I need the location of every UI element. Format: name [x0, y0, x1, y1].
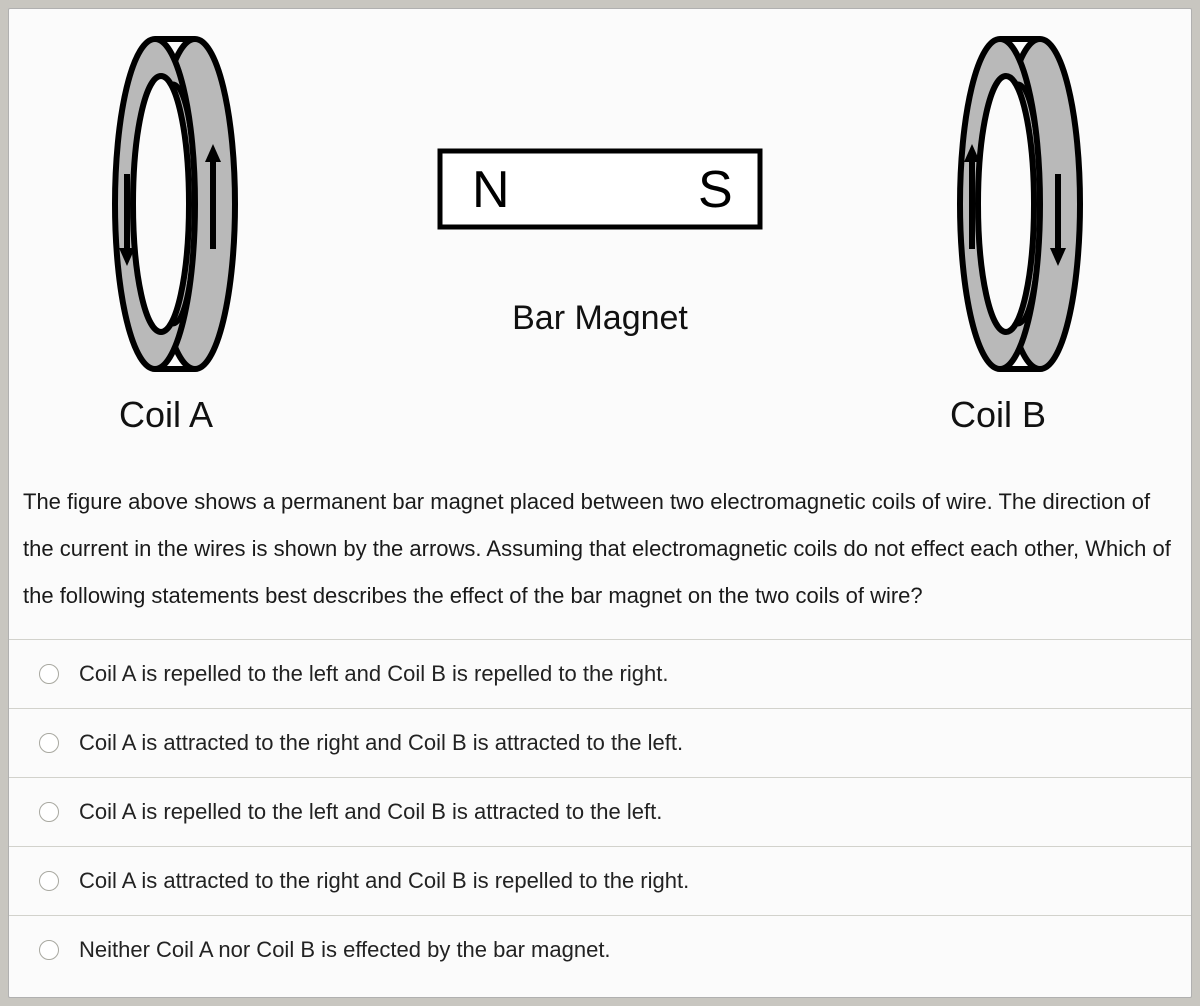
question-panel: N S Coil A Coil B Bar Magnet The figure …: [8, 8, 1192, 998]
coil-a-label: Coil A: [119, 394, 213, 436]
option-row[interactable]: Coil A is repelled to the left and Coil …: [9, 777, 1191, 846]
bar-magnet-label: Bar Magnet: [512, 299, 688, 338]
radio-icon[interactable]: [39, 664, 59, 684]
coil-b-label: Coil B: [950, 394, 1046, 436]
radio-icon[interactable]: [39, 733, 59, 753]
radio-icon[interactable]: [39, 802, 59, 822]
magnet-n-text: N: [472, 161, 510, 219]
radio-icon[interactable]: [39, 940, 59, 960]
option-row[interactable]: Coil A is repelled to the left and Coil …: [9, 639, 1191, 708]
option-label: Coil A is attracted to the right and Coi…: [79, 730, 683, 756]
question-text: The figure above shows a permanent bar m…: [23, 478, 1173, 619]
option-row[interactable]: Coil A is attracted to the right and Coi…: [9, 846, 1191, 915]
option-label: Neither Coil A nor Coil B is effected by…: [79, 937, 611, 963]
option-row[interactable]: Coil A is attracted to the right and Coi…: [9, 708, 1191, 777]
figure-area: N S Coil A Coil B Bar Magnet: [9, 9, 1191, 449]
option-label: Coil A is repelled to the left and Coil …: [79, 661, 668, 687]
magnet-s-text: S: [698, 161, 733, 219]
option-row[interactable]: Neither Coil A nor Coil B is effected by…: [9, 915, 1191, 984]
option-label: Coil A is repelled to the left and Coil …: [79, 799, 662, 825]
options-list: Coil A is repelled to the left and Coil …: [9, 639, 1191, 997]
option-label: Coil A is attracted to the right and Coi…: [79, 868, 689, 894]
radio-icon[interactable]: [39, 871, 59, 891]
